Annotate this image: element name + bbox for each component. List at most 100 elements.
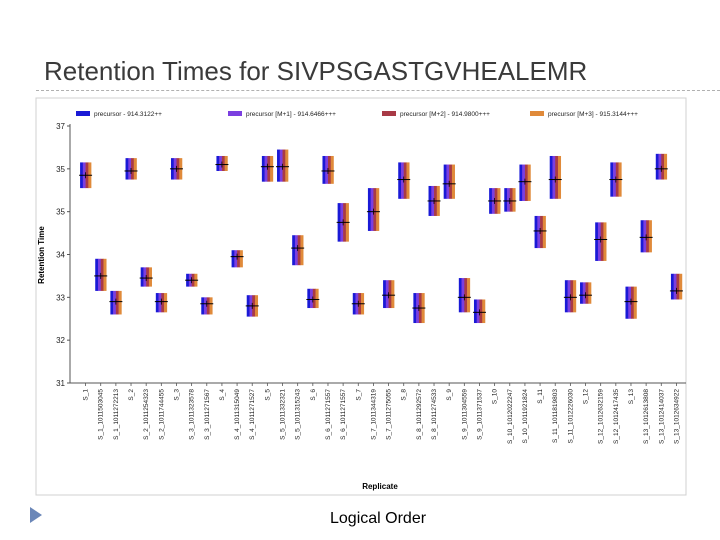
box-stripe <box>307 288 311 309</box>
box-stripe <box>131 158 135 180</box>
replicate-box <box>276 149 290 182</box>
box-stripe <box>231 250 235 268</box>
title-divider <box>36 90 720 91</box>
box-stripe <box>164 293 168 313</box>
box-stripe <box>524 164 528 201</box>
replicate-box <box>609 162 623 197</box>
x-tick-label: S_13_1012613808 <box>643 389 650 444</box>
replicate-box <box>109 290 123 315</box>
legend-label: precursor - 914.3122++ <box>94 111 162 118</box>
box-stripe <box>143 267 147 287</box>
x-tick-label: S_12_1012417435 <box>613 389 620 444</box>
box-stripe <box>294 235 298 266</box>
box-stripe <box>115 290 119 315</box>
box-stripe <box>564 280 568 313</box>
box-stripe <box>400 162 405 199</box>
replicate-box <box>654 153 668 180</box>
replicate-box <box>503 188 517 212</box>
replicate-box <box>230 250 244 268</box>
box-stripe <box>443 164 447 199</box>
box-stripe <box>128 158 132 180</box>
box-stripe <box>679 273 683 300</box>
box-stripe <box>534 215 538 249</box>
replicate-box <box>200 297 214 315</box>
y-tick-label: 35 <box>56 208 65 217</box>
box-stripe <box>582 282 586 304</box>
box-stripe <box>155 293 159 313</box>
box-stripe <box>597 222 601 261</box>
replicate-box <box>185 273 199 287</box>
legend-swatch <box>382 111 396 116</box>
box-stripe <box>509 188 513 212</box>
x-axis: S_1 S_1_1011503045 S_1_1011272213 S_2 S_2_10… <box>83 383 680 444</box>
box-stripe <box>461 278 465 313</box>
replicate-box <box>397 162 411 199</box>
replicate-box <box>306 288 320 309</box>
x-tick-label: S_1_1011272213 <box>113 389 120 440</box>
box-stripe <box>300 235 304 266</box>
box-stripe <box>100 258 104 291</box>
y-tick-label: 37 <box>56 122 65 131</box>
box-stripe <box>315 288 319 309</box>
box-stripe <box>519 164 523 201</box>
box-stripe <box>325 155 329 184</box>
replicate-box <box>139 267 153 287</box>
box-stripe <box>552 155 556 199</box>
box-stripe <box>113 290 117 315</box>
box-stripe <box>648 220 652 253</box>
box-stripe <box>206 297 210 315</box>
box-stripe <box>555 155 559 199</box>
legend-swatch <box>530 111 544 116</box>
box-stripe <box>567 280 571 313</box>
x-tick-label: S_2_1011254323 <box>143 389 150 440</box>
x-tick-label: S_5_1011332321 <box>280 389 287 440</box>
legend-label: precursor [M+3] - 915.3144+++ <box>548 111 638 118</box>
box-stripe <box>322 155 326 184</box>
replicate-box <box>533 215 547 249</box>
box-stripe <box>277 149 281 182</box>
replicate-box <box>94 258 108 291</box>
replicate-box <box>382 280 396 309</box>
box-stripe <box>557 155 562 199</box>
box-stripe <box>146 267 150 287</box>
box-stripe <box>473 299 478 324</box>
box-stripe <box>327 155 332 184</box>
slide-title: Retention Times for SIVPSGASTGVHEALEMR <box>44 56 588 86</box>
box-stripe <box>549 155 553 199</box>
box-stripe <box>676 273 680 300</box>
replicate-box <box>624 286 638 319</box>
y-tick-label: 31 <box>56 379 65 388</box>
box-stripe <box>376 188 380 231</box>
x-tick-label: S_7_1011275055 <box>386 389 393 440</box>
replicate-box <box>594 222 608 261</box>
box-stripe <box>219 155 223 171</box>
box-stripe <box>482 299 486 324</box>
replicate-box <box>669 273 683 300</box>
box-stripe <box>398 162 402 199</box>
box-stripe <box>391 280 395 309</box>
box-stripe <box>664 153 668 180</box>
y-tick-label: 32 <box>56 336 65 345</box>
box-stripe <box>570 280 574 313</box>
box-stripe <box>312 288 316 309</box>
y-tick-label: 35 <box>56 165 65 174</box>
box-stripe <box>655 153 659 180</box>
x-tick-label: S_7_1011344319 <box>370 389 377 440</box>
x-tick-label: S_5 <box>264 389 271 401</box>
x-tick-label: S_8_1011292572 <box>416 389 423 440</box>
x-tick-label: S_3_1011323578 <box>189 389 196 440</box>
x-tick-label: S_1_1011503045 <box>98 389 105 440</box>
box-stripe <box>224 155 228 171</box>
x-tick-label: S_8_1011274533 <box>431 389 438 440</box>
replicate-box <box>518 164 532 201</box>
box-stripe <box>330 155 334 184</box>
box-stripe <box>140 267 144 287</box>
box-stripe <box>158 293 162 313</box>
box-stripe <box>406 162 410 199</box>
box-stripe <box>367 188 371 231</box>
legend-swatch <box>76 111 90 116</box>
retention-time-chart: precursor - 914.3122++ precursor [M+1] - … <box>35 97 687 496</box>
box-stripe <box>385 280 389 309</box>
box-stripe <box>670 273 674 300</box>
x-tick-label: S_12_1012632159 <box>598 389 605 444</box>
